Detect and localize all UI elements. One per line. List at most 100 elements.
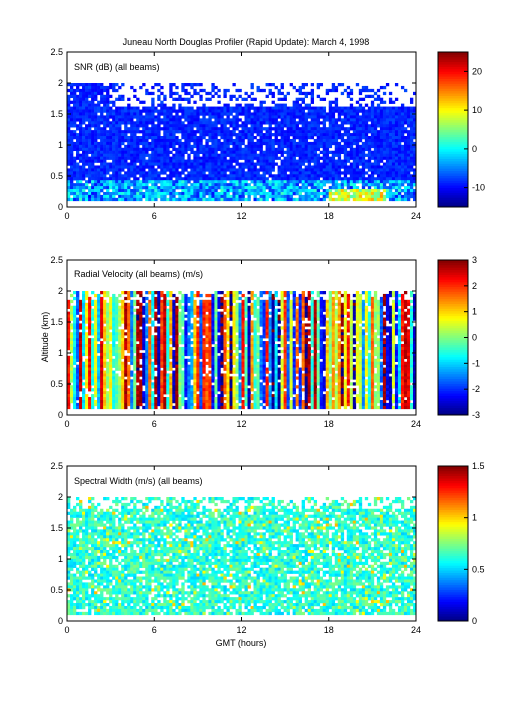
- snr-heatmap-cell: [130, 150, 134, 154]
- snr-heatmap-cell: [130, 174, 134, 178]
- snr-y-tick-label: 0.5: [50, 171, 63, 181]
- snr-heatmap-cell: [412, 127, 417, 131]
- velocity-heatmap-cell: [97, 367, 101, 371]
- velocity-heatmap-cell: [127, 311, 131, 315]
- velocity-heatmap-cell: [118, 399, 122, 404]
- figure-title: Juneau North Douglas Profiler (Rapid Upd…: [123, 37, 370, 47]
- velocity-heatmap-cell: [91, 388, 95, 392]
- velocity-heatmap-cell: [139, 346, 143, 351]
- velocity-heatmap-cell: [112, 370, 116, 374]
- snr-heatmap-cell: [115, 191, 119, 196]
- snr-heatmap-cell: [112, 159, 116, 163]
- snr-heatmap-cell: [262, 183, 266, 187]
- snr-heatmap-cell: [229, 109, 233, 113]
- snr-heatmap-cell: [325, 180, 330, 184]
- snr-heatmap-cell: [193, 83, 197, 87]
- snr-heatmap-cell: [190, 189, 194, 193]
- snr-heatmap-cell: [244, 112, 248, 116]
- snr-heatmap-cell: [403, 112, 408, 116]
- snr-heatmap-cell: [370, 130, 375, 134]
- snr-heatmap-cell: [337, 168, 342, 172]
- snr-heatmap-cell: [382, 121, 387, 125]
- snr-heatmap-cell: [232, 147, 236, 152]
- snr-heatmap-cell: [241, 165, 245, 169]
- snr-heatmap-cell: [160, 136, 164, 140]
- snr-heatmap-cell: [247, 162, 251, 166]
- snr-heatmap-cell: [382, 144, 387, 149]
- snr-heatmap-cell: [235, 109, 239, 113]
- snr-heatmap-cell: [97, 183, 101, 187]
- snr-heatmap-cell: [268, 162, 272, 166]
- snr-heatmap-cell: [238, 162, 242, 166]
- snr-heatmap-cell: [379, 124, 384, 128]
- snr-heatmap-cell: [358, 121, 363, 125]
- snr-heatmap-cell: [364, 180, 369, 184]
- snr-heatmap-cell: [226, 153, 230, 157]
- snr-heatmap-cell: [274, 150, 278, 154]
- velocity-heatmap-cell: [76, 291, 80, 295]
- snr-heatmap-cell: [301, 91, 305, 96]
- snr-heatmap-cell: [403, 171, 408, 175]
- snr-heatmap-cell: [139, 191, 143, 196]
- snr-heatmap-cell: [277, 106, 281, 110]
- snr-heatmap-cell: [169, 189, 173, 193]
- snr-heatmap-cell: [157, 194, 161, 199]
- snr-heatmap-cell: [268, 189, 272, 193]
- snr-heatmap-cell: [103, 85, 107, 90]
- snr-heatmap-cell: [133, 177, 137, 181]
- snr-heatmap-cell: [226, 197, 230, 202]
- snr-heatmap-cell: [412, 141, 417, 146]
- snr-heatmap-cell: [205, 144, 209, 149]
- velocity-heatmap-cell: [136, 311, 140, 315]
- snr-heatmap-cell: [316, 194, 321, 199]
- snr-heatmap-cell: [250, 150, 254, 154]
- snr-heatmap-cell: [406, 191, 411, 196]
- velocity-heatmap-cell: [70, 293, 74, 298]
- snr-heatmap-cell: [406, 183, 411, 187]
- snr-heatmap-cell: [112, 112, 116, 116]
- snr-heatmap-cell: [226, 118, 230, 122]
- snr-heatmap-cell: [307, 141, 311, 146]
- snr-heatmap-cell: [412, 133, 417, 137]
- snr-heatmap-cell: [391, 183, 396, 187]
- snr-heatmap-cell: [172, 171, 176, 175]
- snr-x-tick-label: 6: [152, 211, 157, 221]
- snr-heatmap-cell: [397, 165, 402, 169]
- snr-heatmap-cell: [400, 156, 405, 160]
- velocity-heatmap-cell: [127, 382, 131, 386]
- snr-heatmap-cell: [76, 136, 80, 140]
- snr-heatmap-cell: [160, 180, 164, 184]
- snr-heatmap-cell: [97, 171, 101, 175]
- velocity-heatmap-cell: [100, 352, 104, 357]
- snr-heatmap-cell: [268, 141, 272, 146]
- snr-heatmap-cell: [145, 130, 149, 134]
- snr-heatmap-cell: [355, 106, 360, 110]
- snr-heatmap-cell: [121, 112, 125, 116]
- snr-heatmap-cell: [130, 130, 134, 134]
- snr-heatmap-cell: [349, 88, 354, 93]
- snr-heatmap-cell: [391, 133, 396, 137]
- snr-heatmap-cell: [403, 121, 408, 125]
- velocity-heatmap-cell: [88, 323, 92, 327]
- snr-heatmap-cell: [346, 150, 351, 154]
- snr-heatmap-cell: [208, 162, 212, 166]
- snr-heatmap-cell: [412, 115, 417, 119]
- snr-heatmap-cell: [169, 177, 173, 181]
- snr-heatmap-cell: [352, 165, 357, 169]
- snr-heatmap-cell: [277, 147, 281, 152]
- velocity-heatmap-cell: [100, 370, 104, 374]
- snr-heatmap-cell: [91, 153, 95, 157]
- snr-heatmap-cell: [130, 109, 134, 113]
- snr-heatmap-cell: [193, 91, 197, 96]
- velocity-heatmap-cell: [76, 388, 80, 392]
- snr-heatmap-cell: [376, 174, 381, 178]
- snr-heatmap-cell: [169, 136, 173, 140]
- snr-heatmap-cell: [412, 144, 417, 149]
- snr-heatmap-cell: [256, 180, 260, 184]
- snr-heatmap-cell: [280, 197, 284, 202]
- snr-heatmap-cell: [265, 138, 269, 143]
- velocity-heatmap-cell: [160, 385, 164, 389]
- snr-heatmap-cell: [367, 189, 372, 193]
- snr-heatmap-cell: [76, 197, 80, 202]
- snr-heatmap-cell: [139, 124, 143, 128]
